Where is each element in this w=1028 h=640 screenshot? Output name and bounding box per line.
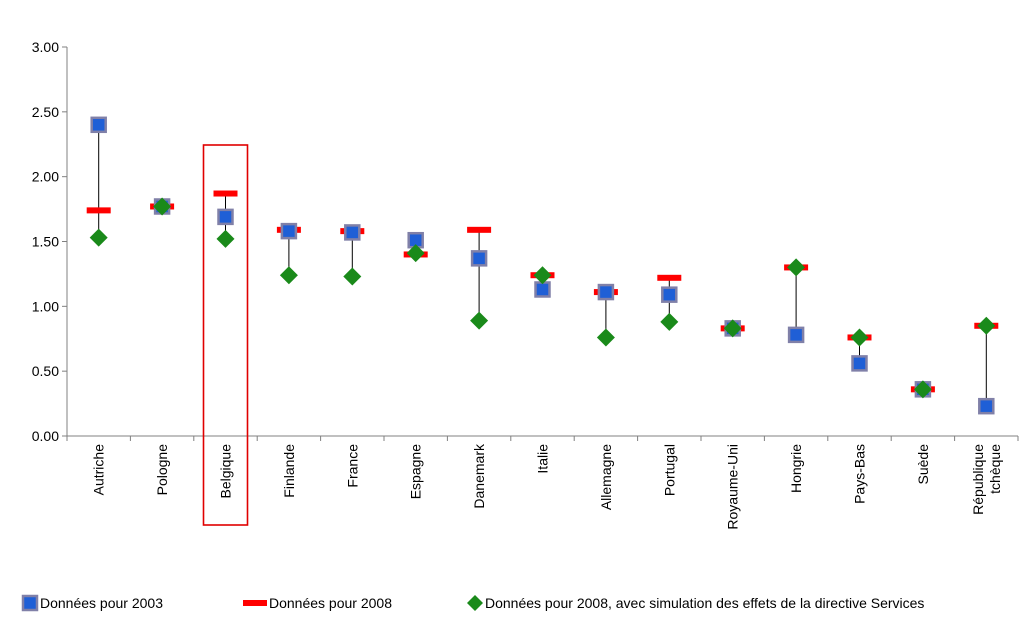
point-2008-simulation (660, 312, 679, 331)
point-2008-simulation (850, 328, 869, 347)
legend-marker-2008-simulation (467, 595, 483, 611)
point-2003 (851, 355, 868, 372)
y-tick-label: 0.00 (32, 428, 59, 444)
highlight-box (202, 144, 249, 526)
x-tick-label: Portugal (661, 444, 677, 496)
x-tick-label: Hongrie (788, 444, 804, 493)
point-2003 (344, 224, 361, 241)
point-2008-simulation (787, 258, 806, 277)
legend-label: Données pour 2008, avec simulation des e… (485, 595, 924, 611)
x-tick-label: Pologne (154, 444, 170, 496)
point-2008 (467, 226, 492, 233)
point-2008 (213, 190, 238, 197)
legend-label: Données pour 2003 (40, 595, 163, 611)
point-2008-simulation (977, 316, 996, 335)
point-2008-simulation (216, 229, 235, 248)
point-2008-simulation (596, 328, 615, 347)
point-2003 (90, 116, 107, 134)
y-tick-label: 1.00 (32, 298, 59, 314)
point-2003 (534, 281, 551, 298)
x-tick-label: tchèque (987, 444, 1003, 494)
markers (86, 116, 999, 415)
x-tick-label: France (344, 444, 360, 488)
x-tick-label: Danemark (471, 443, 487, 509)
point-2008-simulation (406, 244, 425, 263)
x-tick-label: Royaume-Uni (725, 444, 741, 530)
x-tick-label: Espagne (408, 444, 424, 499)
point-2008-simulation (153, 197, 172, 216)
x-tick-label: République (970, 444, 986, 515)
x-tick-label: Finlande (281, 444, 297, 498)
point-2003 (787, 326, 805, 344)
point-2008-simulation (723, 319, 742, 338)
y-tick-label: 3.00 (32, 39, 59, 55)
axes: 0.00 0.50 1.00 1.50 2.00 2.50 3.00 (32, 39, 1019, 526)
y-tick-label: 2.00 (32, 169, 59, 185)
y-tick-label: 1.50 (32, 234, 59, 250)
y-tick-label: 2.50 (32, 104, 59, 120)
point-2003 (978, 397, 995, 415)
x-tick-label: Italie (535, 444, 551, 474)
point-2008-simulation (913, 380, 932, 399)
legend-marker-2008 (243, 600, 267, 606)
y-tick-label: 0.50 (32, 363, 59, 379)
point-2008-simulation (279, 266, 298, 285)
point-2008 (86, 207, 111, 214)
x-tick-label: Belgique (218, 444, 234, 499)
point-2003 (661, 286, 678, 303)
legend-marker-2003 (21, 594, 39, 612)
point-2008-simulation (343, 267, 362, 286)
x-tick-label: Autriche (91, 444, 107, 496)
x-tick-label: Pays-Bas (852, 444, 868, 504)
point-2003 (597, 283, 615, 301)
x-tick-label: Suède (915, 444, 931, 485)
x-tick-label: Allemagne (598, 444, 614, 510)
point-2003 (470, 250, 488, 267)
point-2003 (217, 208, 234, 226)
x-tick-labels: Autriche Pologne Belgique Finlande France Esp… (91, 443, 1003, 530)
legend-label: Données pour 2008 (269, 595, 392, 611)
point-2003 (280, 222, 298, 240)
point-2008 (657, 274, 682, 281)
point-2008-simulation (533, 266, 552, 285)
point-2008-simulation (470, 311, 489, 330)
legend: Données pour 2003 Données pour 2008 Donnée… (21, 594, 924, 612)
point-2008-simulation (89, 228, 108, 247)
